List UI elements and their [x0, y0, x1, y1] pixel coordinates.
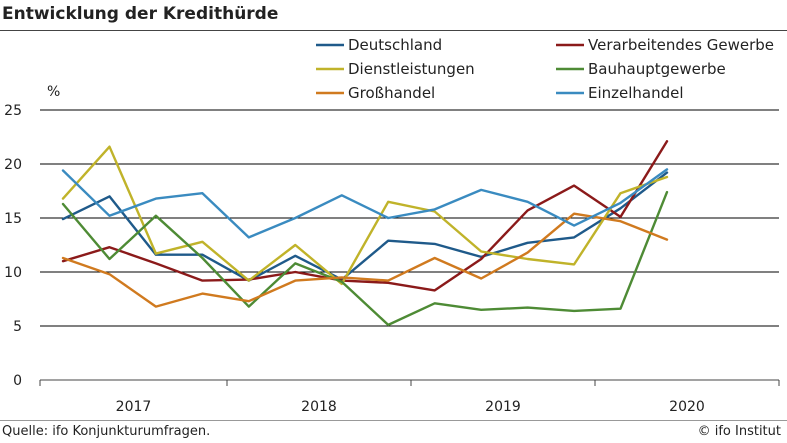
y-tick-label-10: 10 [4, 265, 22, 281]
x-tick-label-2017: 2017 [116, 399, 152, 415]
x-tick-label-2020: 2020 [669, 399, 705, 415]
page-title: Entwicklung der Kredithürde [2, 4, 279, 24]
legend-label-dienstleistungen: Dienstleistungen [348, 60, 475, 78]
y-tick-label-15: 15 [4, 211, 22, 227]
line-chart: 0 5 10 15 20 25 2017 2018 2019 2020 Deutschland Ve… [4, 36, 780, 415]
x-tick-label-2018: 2018 [301, 399, 337, 415]
series-line-bauhauptgewerbe [61, 190, 669, 327]
series-lines [61, 140, 669, 327]
x-tick-label-2019: 2019 [485, 399, 521, 415]
series-line-verarbeitendes-gewerbe [61, 140, 669, 292]
legend-label-verarbeitendes-gewerbe: Verarbeitendes Gewerbe [588, 36, 774, 54]
legend-label-deutschland: Deutschland [348, 36, 442, 54]
series-line-einzelhandel [61, 168, 669, 239]
source-note: Quelle: ifo Konjunkturumfragen. [2, 424, 211, 439]
copyright-note: © ifo Institut [697, 424, 781, 439]
y-axis-unit-label: % [47, 84, 60, 100]
legend: Deutschland Verarbeitendes Gewerbe Dienstl… [316, 36, 774, 102]
footer-divider [0, 420, 787, 421]
series-line-dienstleistungen [61, 145, 669, 286]
y-tick-label-0: 0 [13, 373, 22, 389]
series-line-gro-handel [61, 212, 669, 308]
y-tick-label-25: 25 [4, 103, 22, 119]
y-tick-label-5: 5 [13, 319, 22, 335]
series-line-deutschland [61, 171, 669, 282]
title-divider [0, 30, 787, 31]
legend-label-gro-handel: Großhandel [348, 84, 435, 102]
legend-label-einzelhandel: Einzelhandel [588, 84, 684, 102]
y-tick-label-20: 20 [4, 157, 22, 173]
axes: 0 5 10 15 20 25 2017 2018 2019 2020 [4, 103, 780, 415]
gridlines [40, 109, 779, 327]
legend-label-bauhauptgewerbe: Bauhauptgewerbe [588, 60, 726, 78]
